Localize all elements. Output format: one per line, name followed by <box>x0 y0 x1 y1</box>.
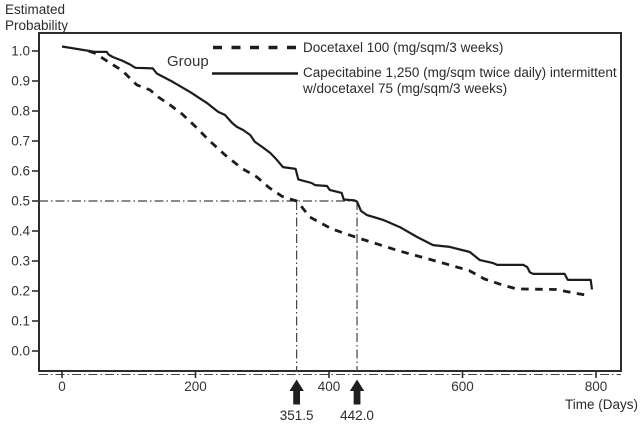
x-tick-label: 200 <box>184 379 207 394</box>
y-axis-title-line2: Probability <box>5 17 69 33</box>
y-tick-label: 0.9 <box>11 74 30 89</box>
docetaxel-survival-curve <box>88 49 590 297</box>
y-axis-title-line1: Estimated <box>5 2 66 17</box>
median-label-docetaxel: 351.5 <box>279 408 314 423</box>
y-axis-title: Estimated Probability <box>5 2 68 33</box>
y-tick-label: 1.0 <box>11 44 30 59</box>
y-tick-label: 0.8 <box>11 104 30 119</box>
median-arrow-icon <box>349 379 365 405</box>
y-tick-label: 0.5 <box>11 194 30 209</box>
legend-item-capecitabine-label: Capecitabine 1,250 (mg/sqm twice daily) … <box>303 65 617 97</box>
y-tick-label: 0.4 <box>11 224 30 239</box>
y-tick-label: 0.2 <box>11 284 30 299</box>
x-tick-label: 0 <box>58 379 66 394</box>
y-tick-label: 0.0 <box>11 344 30 359</box>
x-tick-label: 600 <box>451 379 474 394</box>
median-arrow-icon <box>289 379 304 405</box>
x-axis-label: Time (Days) <box>565 397 638 412</box>
legend-item-docetaxel-label: Docetaxel 100 (mg/sqm/3 weeks) <box>303 40 504 55</box>
y-tick-label: 0.7 <box>11 134 30 149</box>
median-label-capecitabine: 442.0 <box>340 408 374 423</box>
x-tick-label: 800 <box>585 379 608 394</box>
plot-box <box>38 32 622 372</box>
legend-title: Group <box>167 53 209 70</box>
legend-item-capecitabine-label-line1: Capecitabine 1,250 (mg/sqm twice daily) … <box>303 65 617 80</box>
capecitabine-docetaxel-survival-curve <box>61 45 594 290</box>
y-tick-label: 0.1 <box>11 314 30 329</box>
legend-item-capecitabine-label-line2: w/docetaxel 75 (mg/sqm/3 weeks) <box>303 81 508 96</box>
x-tick-label: 400 <box>318 379 341 394</box>
y-tick-label: 0.3 <box>11 254 30 269</box>
y-tick-label: 0.6 <box>11 164 30 179</box>
